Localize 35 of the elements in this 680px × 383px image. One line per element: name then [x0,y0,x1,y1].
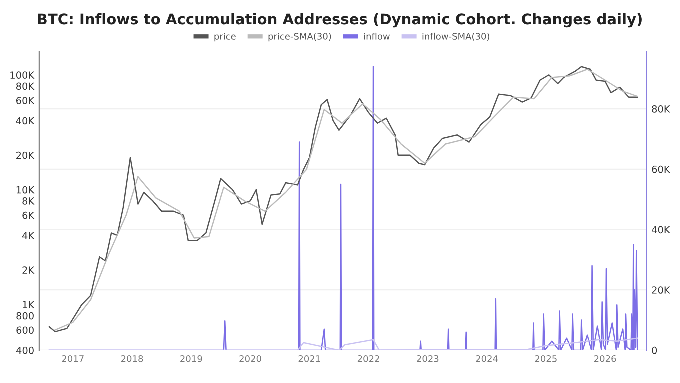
y-tick-label: 2K [22,266,35,274]
y-tick-label: 800 [16,312,34,320]
x-tick-label: 2024 [476,355,498,362]
y2-tick-label: 0 [652,346,658,354]
y2-tick-label: 20K [652,286,670,294]
y-tick-label: 1K [23,301,35,308]
y-tick-label: 10K [16,186,35,194]
y2-tick-label: 60K [652,166,670,174]
x-tick-label: 2025 [535,355,557,362]
y2-tick-label: 80K [652,106,670,113]
x-tick-label: 2018 [121,355,144,362]
line-series [48,338,638,350]
x-tick-label: 2020 [240,355,262,362]
x-tick-label: 2019 [180,355,202,362]
legend-label: price-SMA(30) [268,32,332,42]
y-tick-label: 60K [16,97,35,104]
y-tick-label: 400 [16,346,34,354]
y2-tick-label: 40K [652,226,670,234]
x-tick-label: 2026 [594,355,616,362]
x-tick-label: 2022 [358,355,380,362]
x-tick-label: 2021 [298,355,320,362]
y-tick-label: 20K [16,152,35,160]
legend-label: price [214,32,236,42]
legend-label: inflow [364,32,390,40]
y-tick-label: 80K [16,82,35,90]
x-tick-label: 2023 [417,355,439,362]
y-tick-label: 40K [16,117,35,125]
y-tick-label: 4K [22,232,35,240]
x-tick-label: 2017 [62,355,84,362]
chart-title: BTC: Inflows to Accumulation Addresses (Dynamic Cohort. Changes daily) [38,13,642,28]
y-tick-label: 100K [10,72,35,79]
y-tick-label: 6K [22,212,35,220]
legend-label: inflow-SMA(30) [422,32,490,41]
y-tick-label: 600 [16,326,34,334]
y-tick-label: 8K [22,198,35,205]
